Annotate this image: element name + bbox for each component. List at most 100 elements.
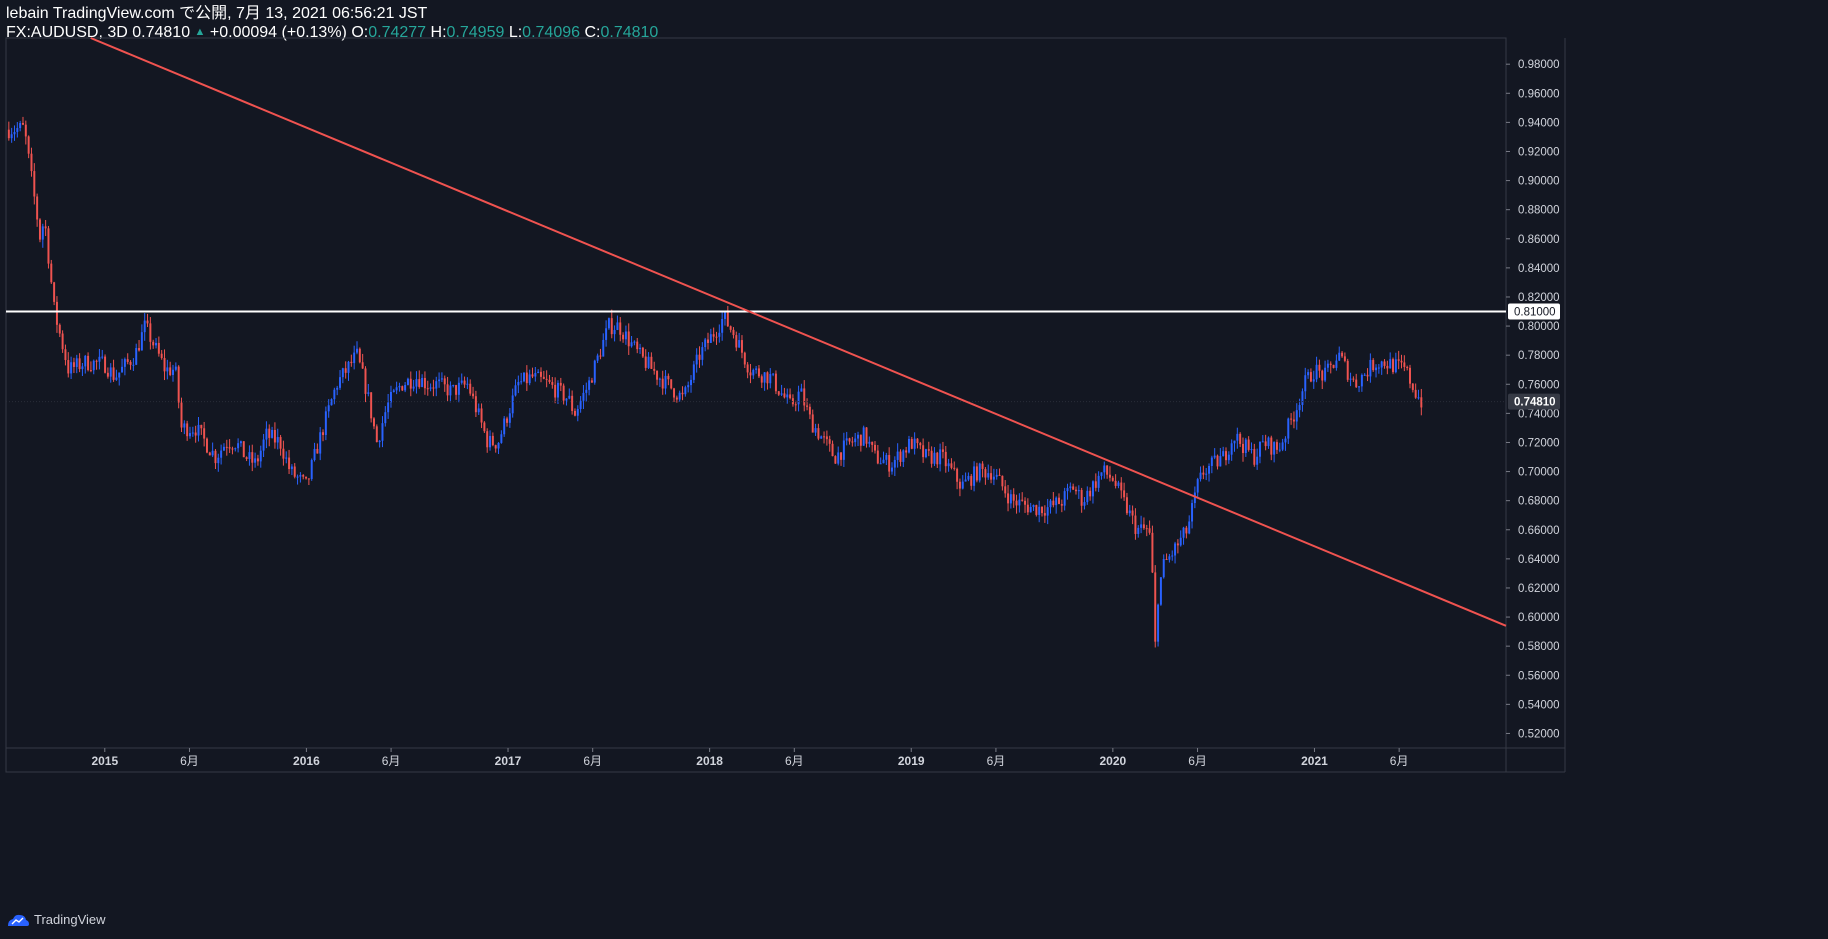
- candle-body: [1338, 352, 1341, 361]
- candle-body: [978, 463, 981, 481]
- candle: [1275, 439, 1278, 454]
- candle: [1052, 492, 1055, 508]
- footer: TradingView: [6, 912, 106, 927]
- candle-body: [500, 434, 503, 443]
- candle: [262, 433, 265, 458]
- candle: [596, 353, 599, 364]
- candle: [271, 426, 274, 439]
- candle: [961, 475, 964, 490]
- candle: [200, 424, 203, 435]
- candle-body: [520, 381, 523, 383]
- candle-body: [160, 353, 163, 359]
- candle-body: [554, 384, 557, 398]
- candle-body: [981, 463, 984, 470]
- high-value: 0.74959: [446, 24, 505, 41]
- candle: [307, 478, 310, 486]
- candle: [681, 386, 684, 401]
- candle: [616, 315, 619, 331]
- candle: [160, 350, 163, 360]
- candle-body: [418, 379, 421, 387]
- candle: [406, 377, 409, 386]
- candle: [879, 457, 882, 465]
- candle: [455, 384, 458, 400]
- candle-body: [172, 369, 174, 375]
- candle-body: [562, 385, 565, 401]
- tradingview-brand[interactable]: TradingView: [34, 912, 106, 927]
- candle: [1227, 451, 1230, 464]
- candle: [808, 403, 811, 420]
- candle: [1029, 502, 1032, 513]
- candle: [64, 344, 67, 366]
- candle: [1264, 434, 1267, 451]
- candle: [378, 439, 381, 448]
- candle-body: [305, 476, 308, 479]
- candle: [75, 354, 78, 374]
- candle-body: [149, 323, 152, 342]
- candle-body: [718, 332, 721, 337]
- candle: [1267, 436, 1270, 449]
- candle-body: [395, 387, 398, 391]
- candle-body: [81, 366, 84, 370]
- candle-body: [995, 474, 998, 477]
- candle-body: [1176, 543, 1179, 546]
- candle-body: [163, 358, 166, 372]
- candle: [319, 427, 322, 461]
- candle-body: [483, 422, 486, 432]
- candle: [477, 403, 480, 415]
- candle-body: [1179, 537, 1182, 546]
- x-tick-label: 6月: [583, 754, 602, 768]
- candle-body: [1046, 507, 1049, 516]
- candle-body: [857, 434, 860, 439]
- candle: [305, 476, 308, 480]
- candle-body: [1103, 465, 1106, 473]
- candle-body: [1236, 433, 1239, 441]
- candle: [732, 327, 735, 339]
- candle-body: [296, 476, 299, 478]
- y-tick-label: 0.80000: [1518, 321, 1560, 333]
- candle-body: [435, 381, 438, 389]
- candle-body: [548, 379, 551, 382]
- candle: [1287, 417, 1290, 444]
- candle-body: [944, 451, 947, 467]
- candle: [1091, 480, 1094, 504]
- candle: [525, 365, 528, 391]
- candle: [769, 368, 772, 389]
- candle-body: [845, 438, 848, 441]
- candle-body: [1343, 356, 1346, 361]
- candle-body: [1060, 503, 1063, 506]
- candle: [1315, 356, 1318, 383]
- open-value: 0.74277: [368, 24, 427, 41]
- candle: [1349, 372, 1352, 387]
- candle: [1403, 355, 1406, 372]
- candle-body: [1171, 555, 1174, 557]
- candle-body: [307, 478, 310, 480]
- candle: [554, 377, 557, 404]
- y-tick-label: 0.70000: [1518, 467, 1560, 479]
- candle: [749, 363, 752, 384]
- candle: [129, 360, 132, 370]
- candle: [930, 446, 933, 468]
- candle-body: [409, 378, 412, 389]
- candle: [472, 386, 475, 399]
- candle: [845, 431, 848, 446]
- candle: [1332, 364, 1335, 369]
- candle: [1256, 448, 1259, 470]
- candle-body: [200, 424, 203, 429]
- candle-body: [1021, 499, 1024, 501]
- candle: [121, 358, 124, 373]
- candle-body: [1049, 500, 1052, 508]
- candle-body: [319, 432, 322, 454]
- candle: [123, 357, 126, 376]
- candle-body: [916, 438, 919, 444]
- candle-body: [339, 377, 342, 388]
- candle: [231, 446, 234, 455]
- candle: [576, 405, 579, 422]
- candle-body: [121, 366, 124, 373]
- candle-body: [1225, 451, 1227, 461]
- candle: [474, 390, 477, 418]
- candle-body: [506, 418, 509, 423]
- candle-body: [118, 372, 121, 378]
- candle: [33, 163, 36, 205]
- candle: [579, 396, 582, 413]
